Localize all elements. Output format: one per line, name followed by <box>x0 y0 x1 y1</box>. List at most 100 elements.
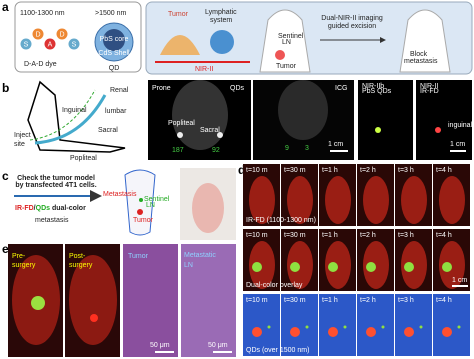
icg: ICG <box>335 85 347 92</box>
time-label: t=10 m <box>246 167 268 174</box>
count: 187 <box>172 147 184 154</box>
lymph-path <box>29 89 96 141</box>
mouse-glow <box>401 176 427 224</box>
time-image <box>243 294 280 356</box>
tumor-histology <box>123 244 178 357</box>
pbs-line: NIR-IIb <box>362 83 384 90</box>
dye-unit <box>68 38 80 50</box>
renal: Renal <box>110 87 129 94</box>
ln-line: Metastatic <box>184 252 216 259</box>
glow <box>172 80 228 150</box>
time-label: t=3 h <box>398 167 414 174</box>
dye-unit-label: D <box>59 32 64 39</box>
time-label: t=4 h <box>436 232 452 239</box>
sentinel-line: LN <box>282 39 291 46</box>
node-spot <box>217 132 223 138</box>
qd-spot <box>290 262 300 272</box>
nir-label: NIR-II <box>195 66 213 73</box>
mouse-2 <box>399 9 451 73</box>
qd-spot <box>252 327 262 337</box>
irfd-label: NIR-II IR-FD <box>420 83 439 95</box>
mouse-1 <box>259 9 311 73</box>
row-label: QDs (over 1500 nm) <box>246 347 309 354</box>
scheme-box <box>145 1 473 75</box>
time-label: t=1 h <box>322 167 338 174</box>
excision-line: Dual-NIR-II imaging <box>321 15 383 22</box>
dye-wavelength: 1100-1300 nm <box>20 10 65 17</box>
count: 92 <box>212 147 220 154</box>
tumor-label-2: Tumor <box>276 63 297 70</box>
mouse-glow <box>287 241 313 289</box>
pre-line: surgery <box>12 262 36 269</box>
qds: QDs <box>230 85 245 92</box>
pre-line: Pre- <box>12 253 26 260</box>
lymph-line: system <box>210 17 232 24</box>
excision-line: guided excision <box>328 23 376 30</box>
post-line: Post- <box>69 253 86 260</box>
qd-core <box>103 29 125 51</box>
qds-part: QDs <box>36 205 51 212</box>
irfd-image <box>416 80 472 160</box>
irfd-inguinal: inguinal <box>448 122 473 129</box>
mouse-glow <box>69 255 117 345</box>
dye-unit-label: S <box>72 42 77 49</box>
time-label: t=30 m <box>284 167 306 174</box>
sentinel-line: Sentinel <box>278 33 304 40</box>
slash: / <box>34 205 36 212</box>
ln-spot <box>305 325 309 329</box>
row-label: Dual-color overlay <box>246 282 303 289</box>
qd-label: QD <box>109 65 120 72</box>
tumor-dot <box>137 209 143 215</box>
diag-metastasis: Metastasis <box>103 191 137 198</box>
qd-spot <box>366 327 376 337</box>
scale: 1 cm <box>452 277 467 284</box>
panel-letter: e <box>2 242 9 256</box>
ln-dot <box>139 198 143 202</box>
lymph-line: Lymphatic <box>205 9 237 16</box>
dye-unit-label: S <box>24 42 29 49</box>
count: 9 <box>285 145 289 152</box>
inject-line: site <box>14 141 25 148</box>
diag-tumor: Tumor <box>133 217 154 224</box>
node-spot <box>435 127 441 133</box>
tumor-shape <box>160 35 200 55</box>
ln-spot <box>381 325 385 329</box>
qd-spot <box>328 327 338 337</box>
time-image <box>357 294 394 356</box>
qd-shell-label: CdS Shell <box>98 50 130 57</box>
time-image <box>319 294 356 356</box>
mouse-body <box>192 183 224 233</box>
ln-spot <box>457 325 461 329</box>
tumor-spot <box>90 314 98 322</box>
time-label: t=30 m <box>284 232 306 239</box>
time-image <box>395 294 432 356</box>
qd-spot <box>442 262 452 272</box>
mouse-glow <box>439 241 465 289</box>
ln-histo-label: Metastatic LN <box>184 252 216 269</box>
mouse-glow <box>401 241 427 289</box>
mouse-glow <box>287 176 313 224</box>
check-text: Check the tumor model by transfected 4T1 … <box>15 175 96 189</box>
mouse-diagram <box>124 169 156 236</box>
mouse-glow <box>325 176 351 224</box>
scale: 1 cm <box>328 141 343 148</box>
dye-unit-label: A <box>48 42 53 49</box>
qd-spot <box>366 262 376 272</box>
time-label: t=4 h <box>436 297 452 304</box>
tumor-histo-label: Tumor <box>128 253 149 260</box>
pre-label: Pre-surgery <box>12 253 36 269</box>
tumor-spot <box>275 50 285 60</box>
sacral-img: Sacral <box>200 127 220 134</box>
inject-site: Inject site <box>14 132 31 148</box>
time-label: t=1 h <box>322 232 338 239</box>
pbs-line: PbS QDs <box>362 88 392 95</box>
qd-wavelength: >1500 nm <box>95 10 126 17</box>
scale: 50 μm <box>208 342 228 349</box>
ln-spot <box>267 325 271 329</box>
post-line: surgery <box>69 262 93 269</box>
mouse-glow <box>325 241 351 289</box>
time-label: t=2 h <box>360 297 376 304</box>
ln-spot <box>419 325 423 329</box>
panel-letter: d <box>238 163 245 177</box>
